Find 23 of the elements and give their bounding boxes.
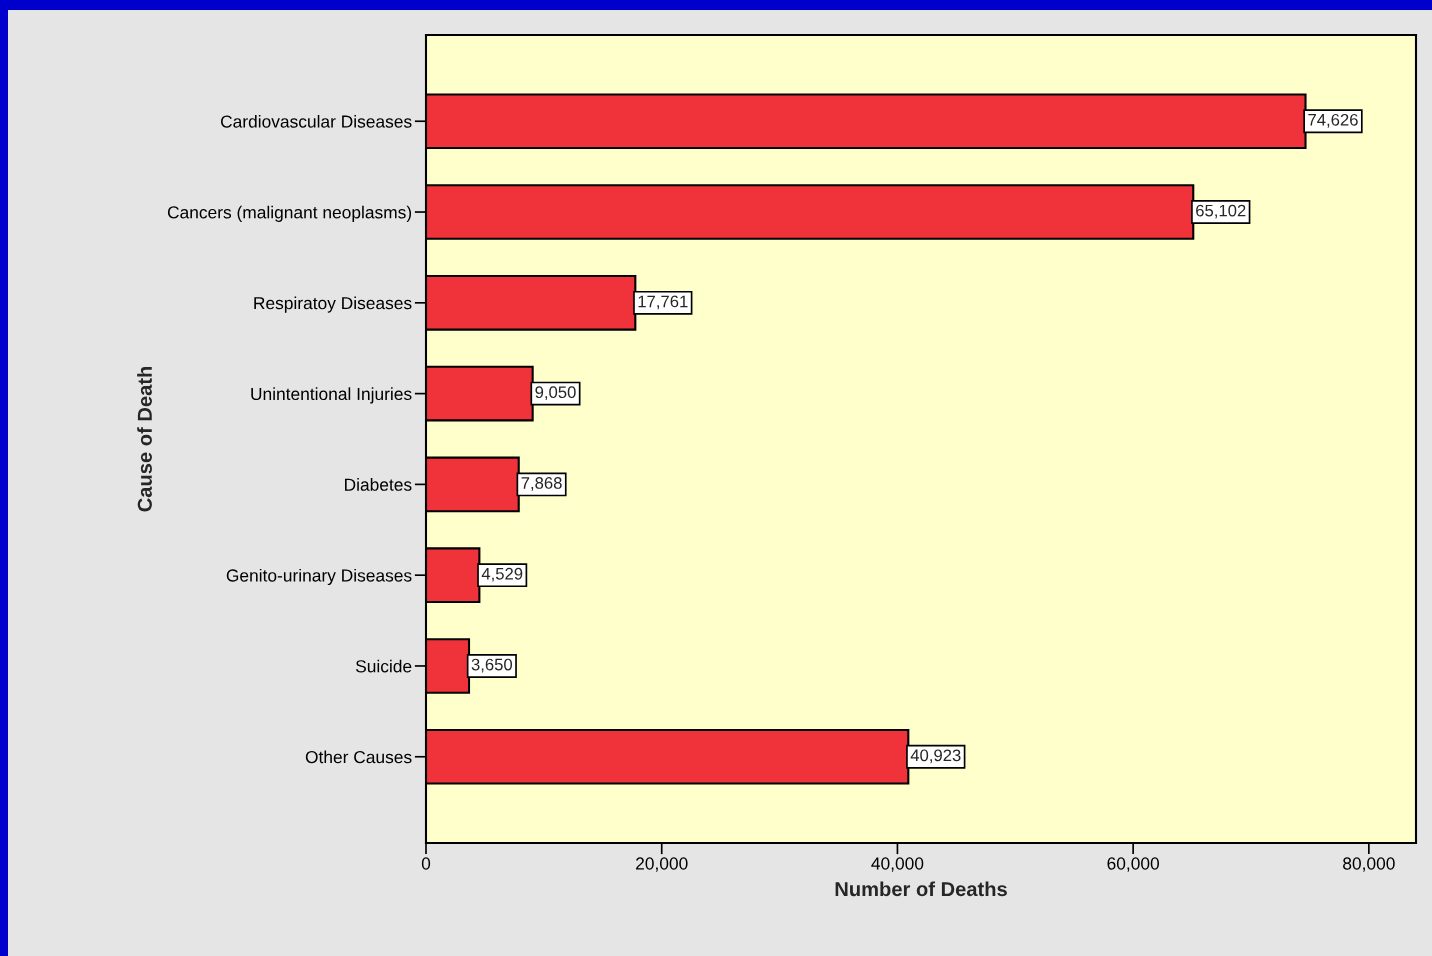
x-tick-label: 0	[421, 857, 431, 870]
data-label: 7,868	[521, 477, 562, 491]
data-label: 3,650	[471, 658, 513, 673]
data-label: 4,529	[481, 567, 523, 582]
y-tick-label: Cancers (malignant neoplasms)	[167, 205, 412, 222]
data-label: 40,923	[910, 749, 961, 764]
x-tick-label: 60,000	[1107, 857, 1160, 872]
data-label: 74,626	[1308, 113, 1358, 128]
y-tick-label: Genito-urinary Diseases	[226, 568, 412, 586]
x-tick-label: 80,000	[1343, 857, 1395, 872]
y-tick-label: Cardiovascular Diseases	[220, 114, 412, 128]
y-tick-label: Diabetes	[345, 478, 412, 491]
y-tick-label: Unintentional Injuries	[251, 387, 412, 404]
x-tick-label: 20,000	[636, 857, 688, 872]
y-tick-label: Suicide	[355, 659, 412, 673]
x-tick-label: 40,000	[871, 857, 924, 872]
y-tick-label: Other Causes	[305, 750, 412, 764]
y-axis-title: Cause of Death	[137, 366, 152, 512]
data-label: 17,761	[638, 295, 688, 310]
x-axis-title: Number of Deaths	[835, 881, 1007, 897]
data-label: 9,050	[535, 386, 576, 401]
data-label: 65,102	[1196, 204, 1246, 219]
y-tick-label: Respiratoy Diseases	[254, 296, 412, 313]
